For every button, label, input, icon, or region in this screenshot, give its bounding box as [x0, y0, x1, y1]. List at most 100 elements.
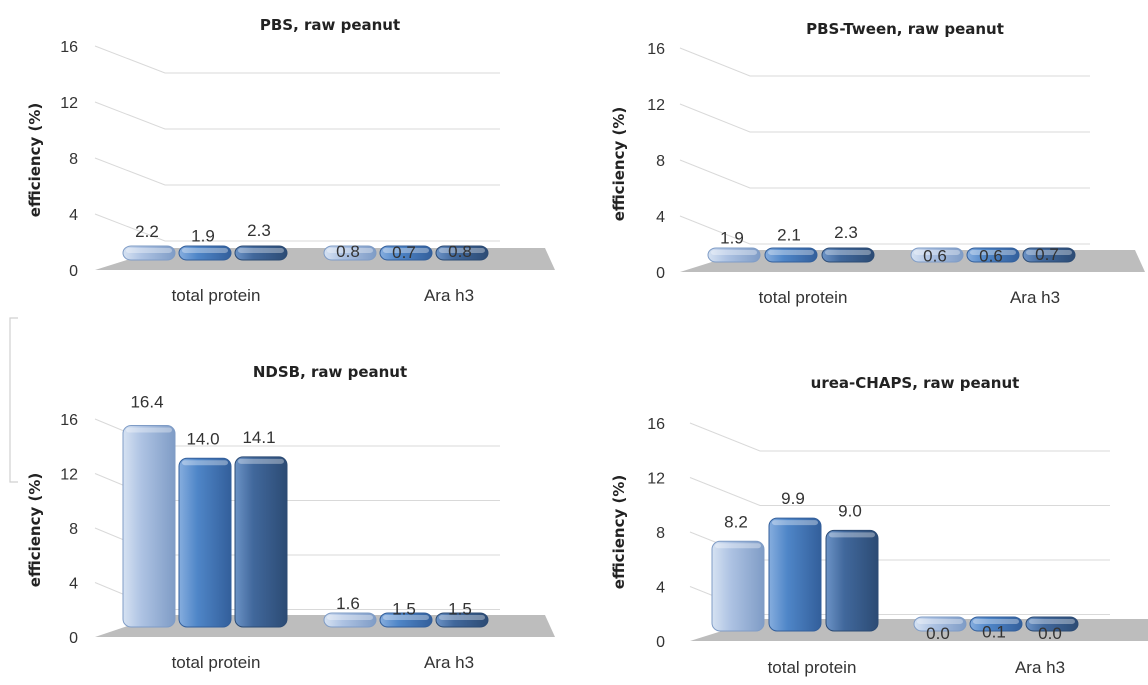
bar-total-protein-series-1 [707, 247, 761, 263]
bar-highlight [383, 248, 429, 253]
y-tick-label: 16 [647, 41, 665, 58]
x-category-label: total protein [768, 658, 857, 677]
bar-highlight [973, 619, 1019, 624]
data-label: 0.8 [336, 242, 360, 261]
data-label: 2.2 [135, 222, 159, 241]
bar-total-protein-series-2 [178, 457, 232, 628]
bar-ara-h3-series-1 [323, 612, 377, 628]
data-label: 0.7 [1035, 245, 1059, 264]
y-tick-label: 0 [656, 634, 665, 651]
bar-highlight [829, 532, 875, 538]
bar-highlight [715, 543, 761, 549]
x-category-label: Ara h3 [424, 653, 474, 672]
y-tick-label: 16 [60, 412, 78, 429]
bar-highlight [439, 615, 485, 620]
bar-highlight [126, 248, 172, 253]
x-category-label: Ara h3 [1010, 288, 1060, 307]
bar-highlight [914, 250, 960, 255]
data-label: 1.6 [336, 594, 360, 613]
y-tick-label: 12 [647, 97, 665, 114]
bar-total-protein-series-3 [234, 456, 288, 628]
y-tick-label: 4 [69, 207, 78, 224]
x-category-label: total protein [172, 286, 261, 305]
bar-total-protein-series-1 [122, 425, 176, 628]
bar-ara-h3-series-3 [435, 612, 489, 628]
data-label: 1.5 [392, 600, 416, 619]
data-label: 0.0 [1038, 624, 1062, 643]
y-tick-label: 12 [647, 471, 665, 488]
data-label: 2.1 [777, 226, 801, 245]
y-axis-label: efficiency (%) [26, 473, 44, 587]
gridline [689, 422, 1110, 452]
data-label: 14.0 [186, 429, 219, 448]
bar-highlight [711, 250, 757, 255]
bar-ara-h3-series-3 [435, 245, 489, 261]
bar-ara-h3-series-2 [379, 245, 433, 261]
y-tick-label: 0 [69, 630, 78, 647]
chart-panel-4: urea-CHAPS, raw peanut efficiency (%) 0 4 8 1… [610, 374, 1148, 677]
chart-panel-3: NDSB, raw peanut efficiency (%) 0 4 8 12 16 16.… [26, 363, 555, 672]
x-category-label: total protein [759, 288, 848, 307]
bar-ara-h3-series-1 [323, 245, 377, 261]
bar-highlight [126, 427, 172, 433]
data-label: 1.9 [720, 228, 744, 247]
gridline [679, 159, 1090, 189]
bar-total-protein-series-1 [711, 540, 765, 632]
y-axis-label: efficiency (%) [610, 107, 628, 221]
gridline [679, 47, 1090, 77]
x-category-label: Ara h3 [1015, 658, 1065, 677]
bar-highlight [327, 248, 373, 253]
left-divider-line [9, 317, 18, 483]
gridline [94, 213, 500, 242]
y-axis-label: efficiency (%) [26, 103, 44, 217]
data-label: 2.3 [247, 221, 271, 240]
y-tick-label: 8 [69, 151, 78, 168]
bar-highlight [970, 250, 1016, 255]
bar-ara-h3-series-2 [379, 612, 433, 628]
bar-highlight [182, 460, 228, 466]
bar-total-protein-series-1 [122, 245, 176, 261]
bar-highlight [327, 615, 373, 620]
y-tick-label: 16 [60, 39, 78, 56]
bar-ara-h3-series-2 [969, 616, 1023, 632]
bar-total-protein-series-2 [178, 245, 232, 261]
chart-title: PBS-Tween, raw peanut [806, 20, 1004, 38]
bar-highlight [768, 250, 814, 255]
y-tick-label: 12 [60, 467, 78, 484]
bar-highlight [439, 248, 485, 253]
bar-highlight [772, 520, 818, 526]
bar-highlight [182, 248, 228, 253]
data-label: 9.9 [781, 489, 805, 508]
bar-total-protein-series-3 [234, 245, 288, 261]
bar-ara-h3-series-1 [913, 616, 967, 632]
data-label: 0.8 [448, 242, 472, 261]
chart-title: PBS, raw peanut [260, 16, 400, 34]
gridline [94, 157, 500, 186]
data-label: 16.4 [130, 393, 163, 412]
data-label: 0.6 [979, 247, 1003, 266]
bar-highlight [383, 615, 429, 620]
y-axis-label: efficiency (%) [610, 475, 628, 589]
gridline [689, 477, 1110, 506]
bar-highlight [238, 248, 284, 253]
y-tick-label: 12 [60, 95, 78, 112]
bar-total-protein-series-2 [764, 247, 818, 263]
bar-highlight [1026, 250, 1072, 255]
y-tick-label: 4 [69, 576, 78, 593]
bar-highlight [825, 250, 871, 255]
x-category-label: Ara h3 [424, 286, 474, 305]
data-label: 9.0 [838, 501, 862, 520]
gridline [94, 45, 500, 74]
data-label: 1.9 [191, 226, 215, 245]
x-category-label: total protein [172, 653, 261, 672]
data-label: 0.7 [392, 243, 416, 262]
bar-ara-h3-series-1 [910, 247, 964, 263]
chart-title: urea-CHAPS, raw peanut [811, 374, 1020, 392]
chart-title: NDSB, raw peanut [253, 363, 407, 381]
bar-ara-h3-series-3 [1022, 247, 1076, 263]
bar-highlight [238, 458, 284, 464]
bar-ara-h3-series-3 [1025, 616, 1079, 632]
y-tick-label: 8 [656, 153, 665, 170]
y-tick-label: 8 [69, 521, 78, 538]
